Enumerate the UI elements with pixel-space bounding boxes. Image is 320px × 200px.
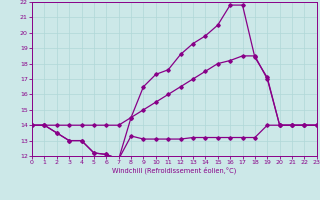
X-axis label: Windchill (Refroidissement éolien,°C): Windchill (Refroidissement éolien,°C) [112,167,236,174]
